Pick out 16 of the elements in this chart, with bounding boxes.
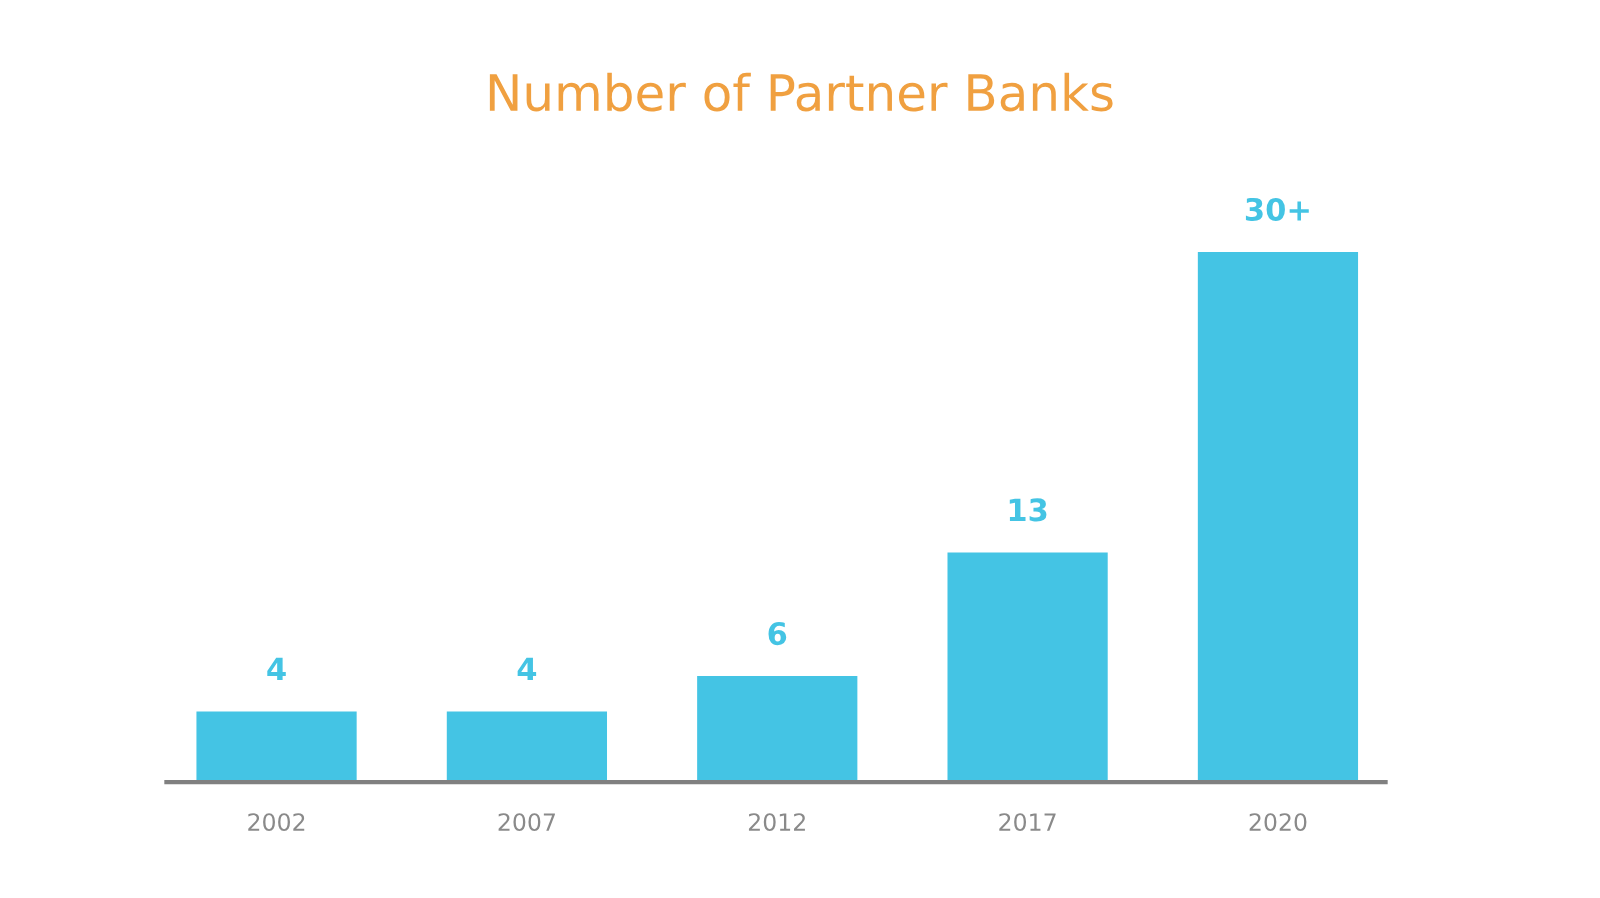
chart-title: Number of Partner Banks [489,72,1113,112]
x-tick-label: 2007 [498,813,555,831]
data-label: 4 [267,657,286,681]
bar [196,711,357,783]
data-label: 4 [517,657,537,681]
bar [1197,251,1359,783]
data-label: 13 [1009,498,1047,522]
x-tick-label: 2020 [1249,813,1307,831]
data-label: 6 [768,622,787,646]
bar [697,676,858,783]
x-tick-label: 2012 [748,813,805,831]
x-tick-label: 2017 [999,813,1056,831]
bar [947,552,1108,783]
data-label: 30+ [1245,197,1309,221]
bar [446,711,608,783]
x-tick-label: 2002 [248,813,305,831]
